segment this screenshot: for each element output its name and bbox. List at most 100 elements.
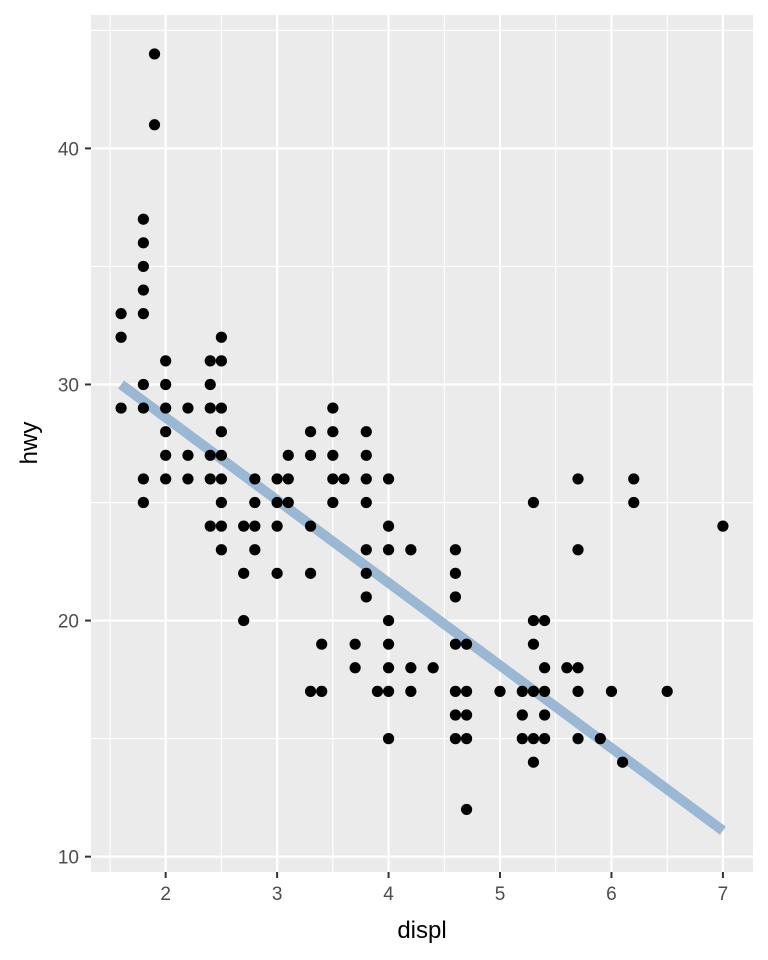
data-point (160, 449, 172, 461)
data-point (460, 709, 473, 721)
data-point (182, 473, 194, 485)
data-point (527, 733, 540, 745)
data-point (137, 260, 149, 273)
x-tick-label: 3 (272, 884, 283, 905)
x-axis: 2 3 4 5 6 7 (160, 872, 728, 905)
data-point (215, 402, 227, 414)
x-tick-label: 6 (606, 884, 617, 905)
data-point (316, 638, 328, 650)
data-point (137, 213, 149, 225)
data-point (382, 733, 395, 745)
data-point (538, 614, 551, 627)
data-point (327, 402, 339, 414)
data-point (160, 426, 172, 438)
x-tick-label: 4 (383, 884, 394, 905)
data-point (572, 662, 584, 674)
data-point (628, 473, 640, 485)
data-point (382, 638, 395, 650)
major-grid (91, 15, 753, 872)
data-point (137, 308, 149, 320)
data-point (594, 733, 606, 745)
data-point (215, 473, 227, 485)
points-layer (115, 48, 729, 816)
data-point (449, 733, 462, 745)
data-point (449, 638, 462, 650)
data-point (338, 473, 350, 485)
data-point (304, 520, 317, 532)
data-point (304, 567, 317, 579)
data-point (215, 496, 227, 509)
data-point (449, 709, 462, 721)
data-point (427, 662, 439, 674)
data-point (349, 662, 361, 674)
data-point (527, 685, 540, 697)
data-point (160, 473, 172, 485)
data-point (382, 614, 395, 627)
data-point (327, 496, 339, 509)
data-point (527, 756, 540, 768)
data-point (160, 402, 172, 414)
data-point (360, 473, 372, 485)
data-point (182, 449, 194, 461)
data-point (204, 355, 216, 367)
data-point (137, 473, 149, 485)
data-point (304, 426, 317, 438)
x-tick-label: 2 (160, 884, 171, 905)
data-point (572, 733, 584, 745)
data-point (449, 591, 462, 603)
data-point (405, 662, 417, 674)
data-point (204, 520, 216, 532)
data-point (449, 567, 462, 579)
data-point (137, 284, 149, 296)
data-point (148, 48, 161, 60)
data-point (538, 662, 551, 674)
data-point (148, 119, 161, 131)
data-point (538, 685, 551, 697)
data-point (282, 449, 294, 461)
data-point (215, 449, 227, 461)
data-point (382, 685, 395, 697)
data-point (360, 496, 372, 509)
data-point (271, 520, 283, 532)
data-point (249, 473, 261, 485)
data-point (204, 473, 216, 485)
data-point (282, 473, 294, 485)
data-point (717, 520, 729, 532)
data-point (628, 496, 640, 509)
data-point (215, 331, 227, 343)
data-point (271, 473, 283, 485)
data-point (215, 426, 227, 438)
data-point (160, 355, 172, 367)
data-point (137, 237, 149, 249)
data-point (538, 709, 551, 721)
data-point (405, 544, 417, 556)
data-point (516, 709, 528, 721)
data-point (460, 733, 473, 745)
data-point (215, 520, 227, 532)
data-point (527, 614, 540, 627)
x-tick-label: 5 (495, 884, 506, 905)
data-point (572, 544, 584, 556)
data-point (327, 473, 339, 485)
data-point (115, 331, 127, 343)
data-point (382, 473, 395, 485)
y-axis-title: hwy (16, 422, 43, 465)
data-point (460, 803, 473, 816)
data-point (182, 402, 194, 414)
data-point (249, 496, 261, 509)
data-point (360, 591, 372, 603)
data-point (204, 402, 216, 414)
data-point (538, 733, 551, 745)
data-point (271, 567, 283, 579)
data-point (460, 685, 473, 697)
data-point (371, 685, 384, 697)
data-point (137, 402, 149, 414)
data-point (249, 544, 261, 556)
data-point (304, 449, 317, 461)
data-point (249, 520, 261, 532)
data-point (316, 685, 328, 697)
data-point (204, 378, 216, 391)
y-tick-label: 30 (58, 375, 79, 396)
data-point (360, 426, 372, 438)
